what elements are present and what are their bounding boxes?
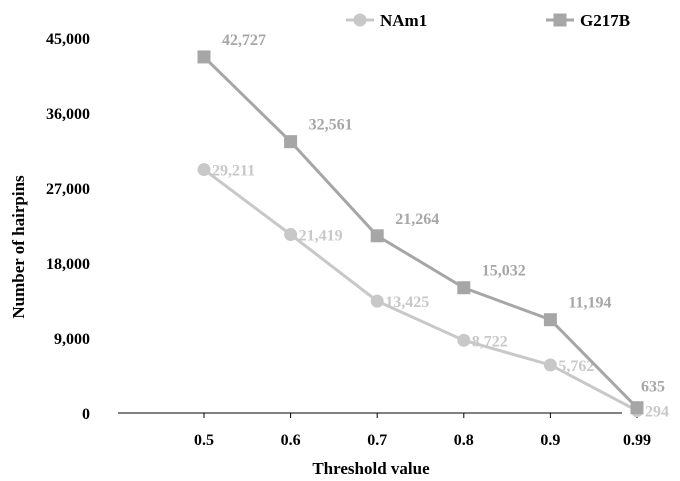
data-label: 32,561 (309, 117, 353, 134)
data-label: 635 (641, 379, 665, 396)
data-point (197, 163, 211, 177)
data-point (284, 135, 298, 149)
data-label: 21,419 (299, 228, 343, 245)
data-label: 21,264 (395, 211, 439, 228)
data-label: 42,727 (222, 32, 266, 49)
data-point (457, 281, 471, 295)
data-label: 5,762 (558, 358, 594, 375)
data-label: 294 (645, 404, 669, 421)
series-layer: 29,211 21,419 13,425 8,722 5,762 294 42,727 32,… (197, 32, 669, 421)
y-axis: 0 9,000 18,000 27,000 36,000 45,000 (46, 31, 90, 423)
y-tick-label: 45,000 (46, 31, 90, 48)
data-label: 11,194 (568, 295, 611, 312)
series-line (203, 168, 638, 412)
x-tick-label: 0.7 (367, 432, 387, 449)
x-axis: 0.5 0.6 0.7 0.8 0.9 0.99 (118, 412, 651, 449)
x-axis-label: Threshold value (312, 459, 430, 478)
y-tick-label: 27,000 (46, 181, 90, 198)
x-tick-label: 0.8 (454, 432, 474, 449)
y-tick-label: 18,000 (46, 256, 90, 273)
data-point (370, 229, 384, 243)
legend: NAm1 G217B (346, 11, 630, 30)
legend-marker (353, 13, 367, 27)
y-tick-label: 36,000 (46, 106, 90, 123)
data-point (284, 228, 298, 242)
series-G217B: 42,727 32,561 21,264 15,032 11,194 635 (197, 32, 665, 415)
legend-marker (553, 13, 567, 27)
legend-label: G217B (580, 11, 630, 30)
data-point (457, 333, 471, 347)
data-label: 8,722 (472, 333, 508, 350)
x-tick-label: 0.99 (623, 432, 651, 449)
data-point (197, 50, 211, 64)
x-tick-label: 0.6 (281, 432, 301, 449)
data-label: 15,032 (482, 263, 526, 280)
data-label: 13,425 (385, 294, 429, 311)
series-NAm1: 29,211 21,419 13,425 8,722 5,762 294 (197, 163, 669, 421)
data-label: 29,211 (212, 163, 255, 180)
data-point (543, 313, 557, 327)
y-axis-label: Number of hairpins (9, 175, 28, 319)
legend-item-G217B: G217B (546, 11, 630, 30)
legend-label: NAm1 (380, 11, 427, 30)
data-point (630, 401, 644, 415)
data-point (543, 358, 557, 372)
x-tick-label: 0.5 (194, 432, 214, 449)
legend-item-NAm1: NAm1 (346, 11, 427, 30)
data-point (370, 294, 384, 308)
x-tick-label: 0.9 (540, 432, 560, 449)
y-tick-label: 0 (82, 406, 90, 423)
series-line (202, 55, 639, 409)
y-tick-label: 9,000 (54, 331, 90, 348)
